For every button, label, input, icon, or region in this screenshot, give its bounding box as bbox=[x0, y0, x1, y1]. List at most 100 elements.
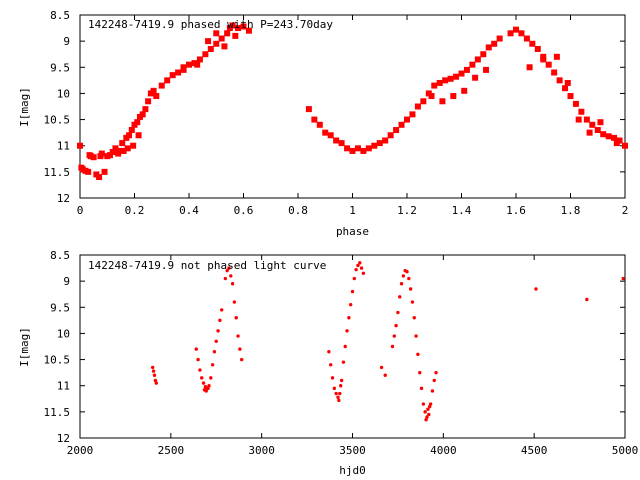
y-tick-label: 12 bbox=[57, 192, 70, 205]
data-point bbox=[611, 134, 618, 141]
data-point bbox=[485, 44, 492, 51]
data-point bbox=[390, 344, 395, 349]
data-point bbox=[207, 45, 214, 52]
data-point bbox=[329, 363, 333, 367]
data-point bbox=[428, 402, 433, 406]
data-point bbox=[218, 35, 225, 42]
data-point bbox=[327, 132, 334, 139]
data-point bbox=[529, 40, 536, 47]
data-point bbox=[589, 121, 596, 128]
x-tick-label: 2 bbox=[622, 204, 629, 217]
data-point bbox=[392, 334, 396, 338]
data-point bbox=[180, 66, 187, 73]
y-tick-label: 11 bbox=[57, 380, 70, 393]
data-point bbox=[238, 347, 242, 351]
data-point bbox=[594, 127, 601, 134]
x-tick-label: 3500 bbox=[339, 444, 366, 457]
data-point bbox=[447, 75, 454, 82]
data-point bbox=[128, 127, 135, 134]
y-tick-label: 12 bbox=[57, 432, 70, 445]
data-point bbox=[597, 119, 604, 126]
data-point bbox=[333, 137, 340, 144]
data-point bbox=[338, 140, 345, 147]
x-tick-label: 2000 bbox=[67, 444, 94, 457]
x-tick-label: 1.6 bbox=[506, 204, 526, 217]
data-point bbox=[382, 137, 389, 144]
data-point bbox=[150, 87, 157, 94]
data-point bbox=[119, 140, 126, 147]
data-point bbox=[480, 51, 487, 58]
y-tick-label: 10.5 bbox=[44, 354, 71, 367]
data-point bbox=[338, 384, 343, 388]
data-point bbox=[418, 370, 422, 375]
data-point bbox=[232, 32, 239, 39]
data-point bbox=[332, 386, 337, 391]
data-point bbox=[101, 168, 108, 175]
data-point bbox=[330, 376, 335, 380]
data-point bbox=[600, 131, 607, 138]
y-tick-label: 10 bbox=[57, 87, 70, 100]
data-point bbox=[212, 350, 217, 354]
data-point bbox=[432, 378, 436, 383]
data-point bbox=[210, 363, 215, 367]
y-tick-label: 11.5 bbox=[44, 166, 71, 179]
chart-title: 142248-7419.9 phased with P=243.70day bbox=[88, 18, 333, 31]
data-point bbox=[235, 25, 242, 32]
x-tick-label: 1.8 bbox=[561, 204, 581, 217]
x-tick-label: 5000 bbox=[612, 444, 639, 457]
data-point bbox=[349, 147, 356, 154]
x-tick-label: 2500 bbox=[158, 444, 185, 457]
data-point bbox=[376, 140, 383, 147]
x-tick-label: 0.6 bbox=[234, 204, 254, 217]
data-point bbox=[507, 30, 514, 37]
data-point bbox=[613, 140, 620, 147]
x-tick-label: 1 bbox=[349, 204, 356, 217]
data-point bbox=[461, 87, 468, 94]
data-point bbox=[622, 142, 628, 149]
data-point bbox=[424, 418, 428, 422]
data-point bbox=[463, 66, 470, 73]
x-tick-label: 0 bbox=[77, 204, 84, 217]
data-point bbox=[204, 389, 208, 393]
data-point bbox=[213, 30, 220, 37]
data-point bbox=[469, 61, 476, 68]
data-point bbox=[96, 174, 103, 181]
data-point bbox=[540, 56, 547, 63]
data-point bbox=[135, 132, 142, 139]
data-point bbox=[401, 274, 406, 278]
data-point bbox=[153, 378, 158, 383]
x-tick-label: 0.4 bbox=[179, 204, 199, 217]
data-point bbox=[427, 412, 431, 417]
data-point bbox=[431, 82, 438, 89]
data-point bbox=[209, 376, 213, 380]
data-point bbox=[196, 56, 203, 63]
data-point bbox=[458, 70, 465, 77]
data-point bbox=[408, 287, 413, 291]
data-point bbox=[164, 77, 171, 84]
data-point bbox=[201, 381, 206, 385]
data-point bbox=[394, 323, 398, 328]
data-point bbox=[230, 282, 235, 286]
y-axis-title: I[mag] bbox=[18, 327, 31, 367]
data-point bbox=[425, 415, 429, 419]
data-point bbox=[354, 145, 361, 152]
chart-title: 142248-7419.9 not phased light curve bbox=[88, 259, 326, 272]
data-point bbox=[474, 56, 481, 63]
data-point bbox=[198, 368, 202, 372]
data-point bbox=[523, 35, 530, 42]
data-point bbox=[225, 268, 229, 273]
data-point bbox=[585, 297, 589, 302]
data-point bbox=[387, 132, 394, 139]
data-point bbox=[134, 119, 141, 126]
data-point bbox=[430, 389, 435, 393]
data-point bbox=[534, 287, 538, 291]
y-tick-label: 9.5 bbox=[50, 61, 70, 74]
data-point bbox=[526, 64, 533, 71]
data-point bbox=[338, 391, 342, 396]
data-point bbox=[371, 142, 378, 149]
data-point bbox=[405, 270, 409, 274]
plot-frame bbox=[79, 254, 626, 439]
x-tick-label: 4000 bbox=[430, 444, 457, 457]
y-tick-label: 9.5 bbox=[50, 301, 70, 314]
data-point bbox=[356, 263, 360, 268]
